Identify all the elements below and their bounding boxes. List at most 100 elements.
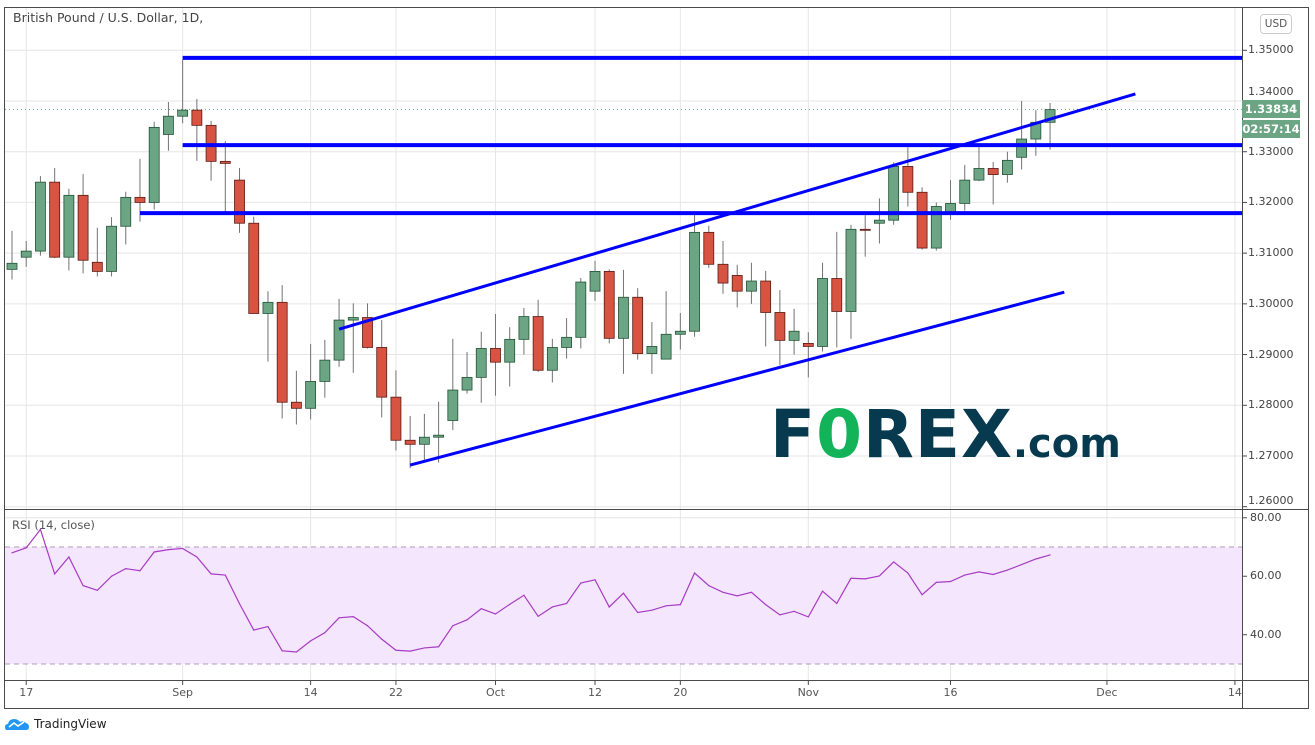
candle-body-down — [290, 401, 302, 409]
candle — [35, 176, 46, 256]
candle-body-up — [305, 381, 317, 409]
candle — [148, 121, 160, 210]
candle-body-up — [561, 336, 572, 348]
candle-body-down — [490, 348, 501, 363]
candle — [262, 291, 274, 362]
candle-body-down — [731, 275, 743, 292]
rsi-point — [224, 574, 226, 576]
candle-body-down — [987, 168, 999, 175]
candle — [106, 217, 117, 277]
candle — [561, 318, 572, 359]
candle-body-down — [802, 343, 814, 347]
candle — [831, 231, 843, 348]
candle — [205, 120, 217, 181]
rsi-point — [679, 604, 681, 606]
candle — [390, 370, 402, 451]
rsi-point — [665, 605, 667, 607]
rsi-point — [153, 551, 155, 553]
rsi-point — [381, 638, 383, 640]
chart-frame — [4, 7, 1309, 709]
candle-body-up — [475, 348, 487, 378]
candle-body-down — [632, 296, 644, 354]
candle-body-up — [6, 262, 18, 270]
candle-body-up — [120, 196, 132, 227]
rsi-point — [537, 615, 539, 617]
candle — [177, 59, 189, 124]
candle — [774, 290, 786, 366]
rsi-point — [651, 609, 653, 611]
rsi-pane — [5, 528, 1242, 665]
rsi-point — [68, 556, 70, 558]
candle — [1044, 103, 1056, 150]
candle-body-down — [49, 181, 61, 258]
candle-body-up — [347, 317, 359, 321]
rsi-point — [39, 528, 42, 531]
candle-body-up — [319, 359, 331, 382]
rsi-point — [281, 650, 283, 652]
tradingview-logo[interactable]: TradingView — [4, 716, 107, 732]
rsi-point — [1021, 563, 1023, 566]
drawings[interactable] — [139, 55, 1242, 467]
candle — [660, 291, 672, 360]
candle — [305, 343, 317, 420]
candle-body-up — [746, 280, 757, 292]
rsi-point — [580, 582, 582, 584]
rsi-point — [949, 580, 952, 583]
rsi-point — [921, 594, 923, 596]
candle — [575, 277, 587, 349]
candle — [731, 264, 743, 308]
candle — [362, 303, 373, 349]
candle — [347, 303, 359, 373]
candle-body-up — [418, 436, 430, 445]
candle — [603, 269, 615, 344]
time-tick-label: 16 — [943, 686, 958, 699]
candle — [546, 338, 558, 383]
rsi-band — [5, 547, 1242, 664]
rsi-point — [722, 591, 724, 593]
candle-body-up — [874, 219, 885, 224]
rsi-point — [878, 575, 881, 577]
rsi-point — [509, 603, 511, 605]
candle-body-down — [717, 263, 729, 284]
rsi-indicator-label[interactable]: RSI (14, close) — [12, 518, 95, 532]
candle — [276, 285, 288, 419]
candle-body-down — [77, 194, 89, 261]
candle-body-down — [831, 278, 843, 312]
time-tick-label: 12 — [588, 686, 603, 699]
candle — [674, 312, 686, 350]
candle-body-down — [916, 191, 928, 249]
candle-body-down — [362, 317, 373, 348]
watermark-brand: F0REX — [770, 396, 1013, 473]
price-tick-label: 1.32000 — [1248, 195, 1294, 209]
candle — [646, 322, 658, 374]
rsi-point — [594, 579, 596, 581]
rsi-point — [765, 604, 767, 606]
rsi-point — [480, 608, 482, 610]
candle — [404, 415, 416, 469]
candle-body-down — [774, 312, 786, 341]
rsi-point — [821, 590, 824, 592]
candle-body-down — [532, 316, 544, 371]
candle-body-down — [234, 179, 245, 224]
rsi-point — [779, 614, 781, 616]
currency-button[interactable]: USD — [1260, 14, 1292, 34]
candle — [717, 240, 729, 294]
rsi-point — [324, 632, 326, 634]
channel-trendline — [409, 290, 1065, 467]
rsi-point — [238, 603, 241, 605]
candle — [290, 370, 302, 425]
candle-body-down — [902, 166, 914, 193]
candle-body-down — [703, 231, 715, 265]
rsi-point — [935, 581, 937, 583]
current-price-label: 1.33834 — [1242, 100, 1300, 118]
candle — [746, 262, 757, 304]
candle-body-up — [433, 434, 445, 438]
candle-body-up — [817, 278, 828, 347]
bar-countdown: 02:57:14 — [1242, 120, 1300, 138]
rsi-tick-label: 60.00 — [1250, 569, 1282, 583]
candle — [845, 224, 857, 339]
candle-body-down — [134, 196, 146, 203]
rsi-point — [907, 572, 909, 574]
candle — [589, 260, 601, 301]
